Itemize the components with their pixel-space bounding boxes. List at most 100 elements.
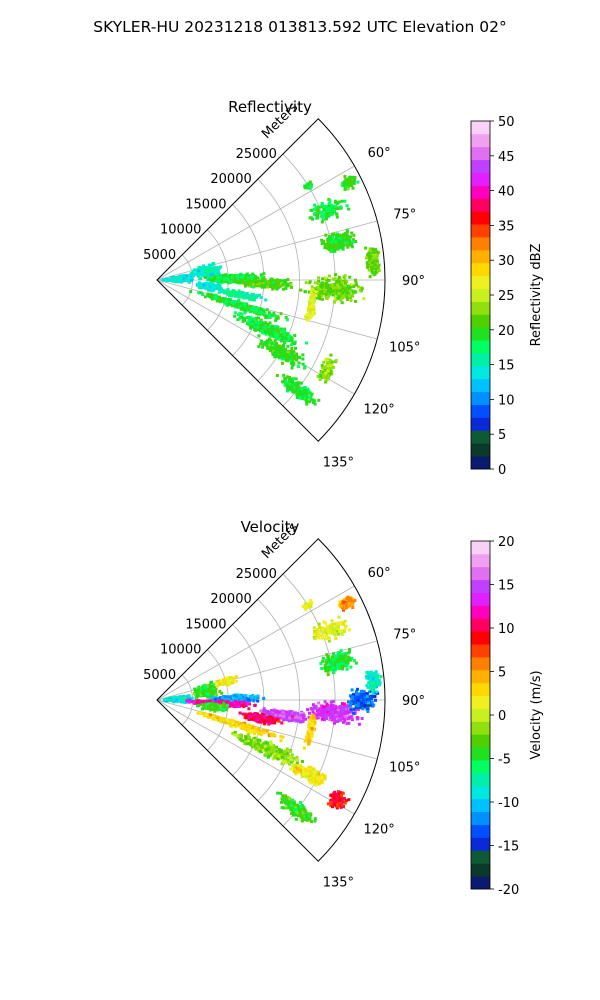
echo-point xyxy=(324,293,328,296)
echo-point xyxy=(358,288,362,292)
echo-point xyxy=(301,353,305,357)
echo-point xyxy=(364,256,368,260)
echo-point xyxy=(304,315,308,319)
echo-point xyxy=(288,376,292,379)
echo-point xyxy=(289,717,293,721)
echo-point xyxy=(214,279,218,283)
echo-point xyxy=(195,700,199,704)
echo-point xyxy=(335,290,339,293)
echo-point xyxy=(217,290,221,294)
echo-point xyxy=(357,285,361,289)
echo-point xyxy=(356,180,360,184)
echo-point xyxy=(252,699,256,703)
echo-point xyxy=(337,295,341,299)
echo-point xyxy=(229,699,232,703)
echo-point xyxy=(348,175,352,179)
echo-point xyxy=(207,267,211,271)
echo-point xyxy=(376,268,380,272)
echo-point xyxy=(262,276,266,279)
echo-point xyxy=(284,347,288,351)
echo-point xyxy=(296,365,300,369)
echo-point xyxy=(335,206,339,210)
echo-point xyxy=(371,271,375,275)
echo-point xyxy=(241,695,245,699)
echo-point xyxy=(310,296,314,300)
echo-point xyxy=(375,258,379,262)
echo-point xyxy=(187,274,191,278)
echo-point xyxy=(308,304,311,307)
echo-point xyxy=(259,296,263,300)
echo-point xyxy=(314,296,318,300)
echo-point xyxy=(208,689,212,693)
echo-point xyxy=(279,312,283,316)
echo-point xyxy=(240,312,244,316)
echo-point xyxy=(265,339,269,343)
echo-point xyxy=(279,350,282,354)
echo-point xyxy=(319,214,323,218)
echo-point xyxy=(280,339,283,343)
echo-point xyxy=(264,316,268,319)
echo-point xyxy=(322,372,326,376)
echo-point xyxy=(196,283,200,287)
echo-point xyxy=(228,704,232,708)
echo-point xyxy=(232,302,236,306)
colorbar-segment xyxy=(471,430,490,444)
colorbar-segment xyxy=(471,275,490,289)
echo-point xyxy=(207,263,211,267)
echo-point xyxy=(303,185,307,188)
echo-point xyxy=(275,342,279,346)
echo-point xyxy=(285,710,289,714)
echo-point xyxy=(337,200,341,204)
echo-point xyxy=(343,278,347,282)
echo-point xyxy=(301,716,305,720)
echo-point xyxy=(325,278,329,282)
echo-point xyxy=(163,698,167,701)
echo-point xyxy=(305,341,309,345)
echo-point xyxy=(209,283,213,287)
echo-point xyxy=(320,202,324,205)
echo-point xyxy=(238,703,242,707)
echo-point xyxy=(344,241,347,245)
echo-point xyxy=(321,216,325,220)
echo-point xyxy=(293,354,296,358)
echo-point xyxy=(262,309,266,313)
echo-point xyxy=(269,334,273,338)
echo-point xyxy=(346,182,349,186)
echo-point xyxy=(198,687,202,691)
echo-point xyxy=(282,344,286,348)
colorbar-segment xyxy=(471,146,490,161)
echo-point xyxy=(310,291,313,295)
echo-point xyxy=(347,294,351,298)
echo-point xyxy=(216,276,220,280)
echo-point xyxy=(315,285,319,289)
echo-point xyxy=(299,381,303,385)
echo-point xyxy=(320,281,324,285)
colorbar-segment xyxy=(471,353,490,367)
echo-point xyxy=(193,687,197,691)
echo-point xyxy=(234,304,237,308)
echo-point xyxy=(271,287,275,291)
echo-point xyxy=(351,240,355,244)
echo-point xyxy=(352,238,355,242)
echo-point xyxy=(279,348,283,352)
echo-point xyxy=(320,220,324,224)
echo-point xyxy=(259,709,263,713)
echo-point xyxy=(315,216,319,220)
echo-point xyxy=(275,374,279,377)
echo-point xyxy=(349,243,353,247)
echo-point xyxy=(293,712,296,716)
echo-point xyxy=(226,291,230,295)
echo-point xyxy=(200,285,204,289)
echo-point xyxy=(310,307,314,311)
echo-point xyxy=(278,352,282,356)
echo-point xyxy=(277,285,280,289)
echo-point xyxy=(252,285,255,289)
echo-point xyxy=(210,685,214,688)
echo-point xyxy=(212,689,216,693)
echo-point xyxy=(345,179,349,183)
echo-point xyxy=(198,267,202,271)
echo-point xyxy=(343,175,347,178)
echo-point xyxy=(326,213,330,217)
echo-point xyxy=(370,265,373,269)
echo-point xyxy=(314,206,318,210)
